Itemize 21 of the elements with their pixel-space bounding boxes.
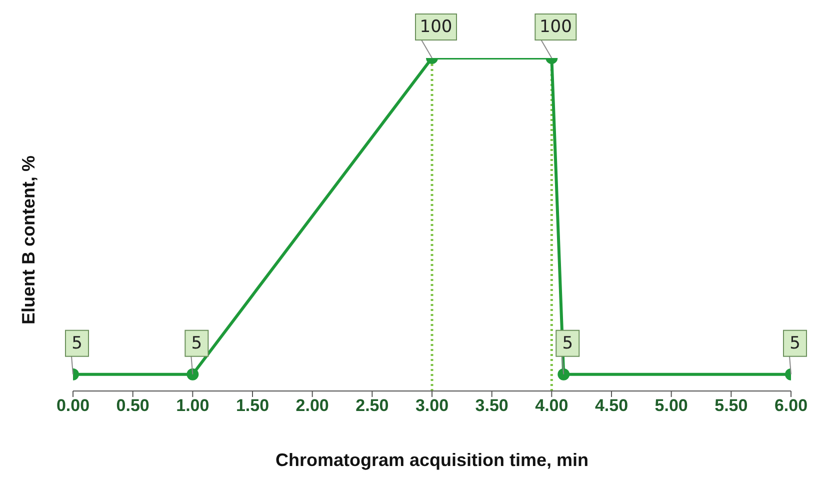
x-tick-label: 2.00 [296,396,329,416]
x-tick-label: 5.00 [654,396,688,416]
data-label: 5 [72,333,82,354]
x-tick-label: 4.00 [535,396,568,416]
x-tick-label: 3.50 [475,396,508,416]
x-axis-title: Chromatogram acquisition time, min [275,450,589,470]
data-label: 100 [539,17,572,37]
data-label: 5 [562,333,574,354]
x-tick-label: 1.50 [236,396,270,416]
x-tick-label: 4.50 [594,396,628,416]
x-tick-label: 6.00 [774,396,808,416]
data-label: 5 [790,333,800,354]
data-label: 100 [420,17,452,37]
x-tick-label: 0.50 [116,396,150,416]
x-tick-label: 2.50 [356,396,389,416]
x-tick-label: 0.00 [56,396,90,416]
x-tick-label: 1.00 [176,396,210,416]
y-axis-title: Eluent B content, % [18,155,38,324]
x-tick-label: 3.00 [415,396,449,416]
data-label: 5 [191,333,202,354]
x-tick-label: 5.50 [714,396,748,416]
